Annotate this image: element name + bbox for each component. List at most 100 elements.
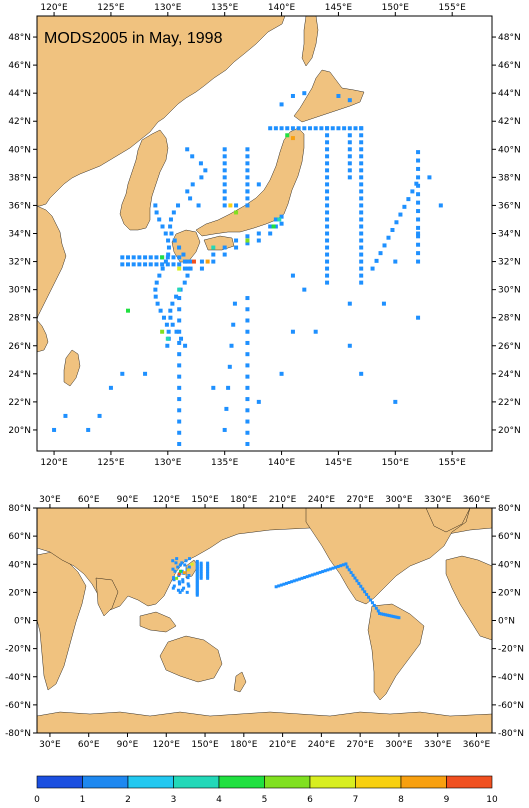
- observation-point: [416, 150, 421, 155]
- observation-point: [274, 585, 278, 589]
- lon-tick-label: 270°E: [346, 740, 374, 750]
- lon-tick-label: 125°E: [97, 3, 125, 13]
- observation-point: [341, 563, 345, 567]
- lat-tick-label: -60°N: [5, 701, 31, 711]
- observation-point: [351, 573, 355, 577]
- observation-point: [385, 613, 389, 617]
- observation-point: [300, 576, 304, 580]
- observation-point: [397, 616, 401, 620]
- observation-point: [126, 262, 130, 267]
- observation-point: [199, 575, 203, 579]
- observation-point: [166, 329, 171, 334]
- observation-point: [374, 606, 378, 610]
- observation-point: [290, 126, 295, 131]
- observation-point: [182, 266, 187, 271]
- observation-point: [290, 136, 295, 141]
- observation-point: [245, 419, 250, 424]
- observation-point: [359, 584, 363, 588]
- observation-point: [174, 561, 178, 565]
- lat-tick-label: 30°N: [8, 286, 31, 296]
- observation-point: [173, 569, 177, 573]
- observation-point: [285, 133, 290, 138]
- australia: [159, 635, 223, 683]
- observation-point: [277, 217, 282, 222]
- observation-point: [170, 301, 175, 306]
- colorbar-segment: [82, 775, 129, 789]
- lat-tick-label: 30°N: [498, 286, 521, 296]
- observation-point: [234, 238, 239, 243]
- observation-point: [177, 352, 182, 357]
- lat-tick-label: 46°N: [498, 61, 521, 71]
- observation-point: [188, 259, 193, 264]
- observation-point: [178, 569, 182, 573]
- observation-point: [143, 255, 148, 260]
- lon-tick-label: 210°E: [269, 495, 297, 505]
- colorbar-label: 1: [80, 795, 86, 805]
- observation-point: [367, 595, 371, 599]
- observation-point: [347, 133, 352, 138]
- observation-point: [427, 175, 432, 180]
- observation-point: [256, 238, 261, 243]
- observation-point: [169, 231, 174, 236]
- observation-point: [157, 273, 162, 278]
- observation-point: [245, 203, 250, 208]
- observation-point: [190, 182, 195, 187]
- observation-point: [206, 566, 210, 570]
- observation-point: [290, 93, 295, 98]
- observation-point: [391, 614, 395, 618]
- observation-point: [222, 154, 227, 159]
- observation-point: [177, 296, 182, 301]
- observation-point: [178, 563, 182, 567]
- observation-point: [303, 575, 307, 579]
- observation-point: [374, 258, 379, 263]
- observation-point: [416, 217, 421, 222]
- south-america: [367, 603, 425, 701]
- lat-tick-label: 42°N: [8, 117, 31, 127]
- lon-tick-label: 120°E: [153, 495, 181, 505]
- observation-point: [416, 192, 421, 197]
- observation-point: [187, 565, 191, 569]
- observation-point: [227, 364, 232, 369]
- observation-point: [131, 262, 136, 267]
- observation-point: [163, 231, 168, 236]
- observation-point: [154, 255, 159, 260]
- lat-tick-label: 38°N: [8, 173, 31, 183]
- observation-point: [180, 561, 184, 565]
- observation-point: [206, 576, 210, 580]
- lon-tick-label: 360°E: [463, 495, 491, 505]
- lat-tick-label: -40°N: [5, 673, 31, 683]
- observation-point: [166, 252, 171, 257]
- global-axes: 30°E 30°E 60°E 60°E 90°E 90°E 120°E 120°E 150°E 1…: [5, 495, 524, 750]
- observation-point: [232, 301, 237, 306]
- observation-point: [245, 374, 250, 379]
- global-observations: [171, 557, 401, 620]
- regional-axes: 120°E 120°E 125°E 125°E 130°E 130°E 135°E 135°E…: [8, 3, 520, 468]
- observation-point: [206, 568, 210, 572]
- lon-tick-label: 120°E: [40, 458, 68, 468]
- observation-point: [378, 611, 382, 615]
- observation-point: [347, 154, 352, 159]
- observation-point: [143, 262, 148, 267]
- colorbar-segment: [309, 775, 356, 789]
- observation-point: [186, 576, 190, 580]
- observation-point: [256, 399, 261, 404]
- observation-point: [171, 262, 176, 267]
- observation-point: [177, 580, 181, 584]
- observation-point: [368, 598, 372, 602]
- asia-mainland: [37, 16, 286, 207]
- observation-point: [393, 399, 398, 404]
- regional-observations: [52, 91, 443, 446]
- observation-point: [229, 343, 234, 348]
- lon-tick-label: 330°E: [424, 495, 452, 505]
- observation-point: [359, 147, 364, 152]
- observation-point: [148, 255, 153, 260]
- lat-tick-label: 60°N: [498, 532, 521, 542]
- lat-tick-label: 40°N: [498, 560, 521, 570]
- observation-point: [184, 559, 188, 563]
- observation-point: [282, 582, 286, 586]
- observation-point: [416, 234, 421, 239]
- observation-point: [160, 255, 165, 260]
- observation-point: [359, 259, 364, 264]
- observation-point: [160, 224, 165, 229]
- observation-point: [199, 576, 203, 580]
